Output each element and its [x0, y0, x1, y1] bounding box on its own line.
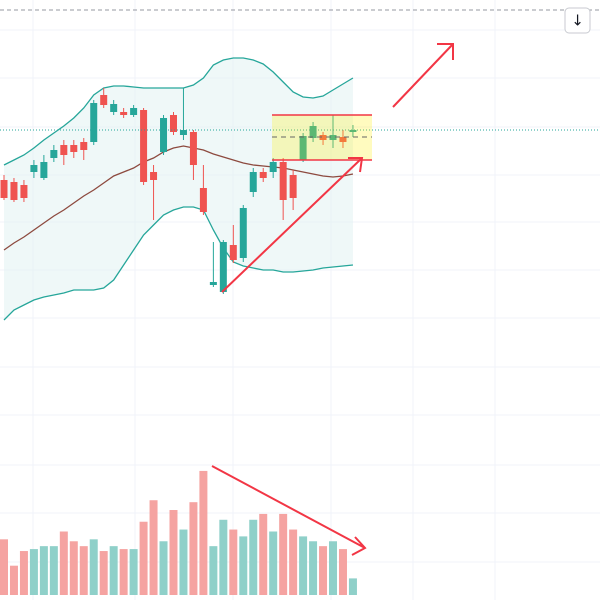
candle-body	[329, 135, 337, 140]
volume-bar	[259, 513, 268, 595]
volume-bar	[149, 500, 158, 595]
candle-body	[219, 242, 227, 292]
volume-bar	[19, 551, 28, 595]
indicator-line	[3, 206, 354, 321]
volume-bar	[0, 539, 8, 595]
volume-bar	[269, 531, 278, 595]
volume-bar	[239, 536, 248, 595]
candle-body	[100, 95, 108, 105]
volume-bar	[229, 529, 238, 595]
candle-body	[160, 118, 168, 152]
candle-body	[60, 145, 68, 155]
volume-bar	[348, 578, 357, 595]
volume-bar	[319, 546, 328, 595]
candle-body	[349, 130, 357, 132]
candle-body	[110, 104, 118, 112]
volume-bar	[89, 539, 98, 595]
candle-body	[239, 208, 247, 258]
volume-bar	[299, 536, 308, 595]
volume-bar	[199, 470, 208, 595]
candle-body	[319, 135, 327, 140]
volume-bar	[69, 541, 78, 595]
volume-bar	[139, 521, 148, 595]
candle-body	[80, 142, 88, 150]
candle-body	[299, 136, 307, 160]
candle-body	[20, 185, 28, 198]
volume-bar	[338, 549, 347, 595]
volume-bar	[179, 529, 188, 595]
volume-bar	[39, 546, 48, 595]
candle-body	[289, 175, 297, 198]
candle-body	[249, 172, 257, 192]
volume-bar	[79, 546, 88, 595]
candle-body	[30, 165, 38, 172]
volume-bar	[129, 549, 138, 595]
candle-body	[50, 150, 58, 158]
volume-bar	[219, 519, 228, 595]
volume-bar	[49, 546, 58, 595]
volume-bar	[29, 549, 38, 595]
candle-body	[259, 172, 267, 178]
volume-bar	[329, 541, 338, 595]
candle-body	[140, 110, 148, 182]
annotations	[211, 43, 454, 556]
volume-bar	[169, 510, 178, 595]
trend-arrow	[221, 157, 364, 293]
volume-bar	[209, 546, 218, 595]
plot-area	[0, 57, 357, 595]
candle-body	[179, 130, 187, 135]
volume-bar	[99, 551, 108, 595]
indicator-line	[3, 57, 354, 166]
candle-body	[309, 126, 317, 138]
volume-bar	[289, 529, 298, 595]
volume-bar	[279, 513, 288, 595]
volume-bar	[249, 519, 258, 595]
candle-body	[169, 115, 177, 132]
candle-body	[339, 137, 347, 142]
volume-arrow	[211, 465, 367, 556]
indicator-line	[3, 145, 354, 251]
candle-body	[120, 112, 128, 115]
candle-body	[209, 282, 217, 285]
volume-bar	[59, 531, 68, 595]
volume-bar	[109, 546, 118, 595]
candle-body	[150, 172, 158, 180]
candle-body	[199, 188, 207, 212]
candle-body	[189, 132, 197, 165]
volume-bar	[159, 541, 168, 595]
trend-arrow	[392, 43, 454, 108]
candle-body	[130, 108, 138, 115]
volume-bar	[9, 565, 18, 595]
candle-body	[279, 162, 287, 200]
scroll-button[interactable]	[564, 7, 591, 34]
candle-body	[40, 162, 48, 178]
candle-body	[0, 180, 8, 198]
candle-body	[269, 162, 277, 172]
band-fill	[4, 58, 353, 320]
candle-body	[10, 182, 18, 200]
candle-body	[90, 103, 98, 142]
volume-bar	[189, 502, 198, 595]
volume-bar	[309, 541, 318, 595]
candle-body	[229, 245, 237, 260]
candle-body	[70, 145, 78, 152]
scroll-button-label[interactable]: ↓	[571, 12, 584, 30]
volume-bar	[119, 549, 128, 595]
